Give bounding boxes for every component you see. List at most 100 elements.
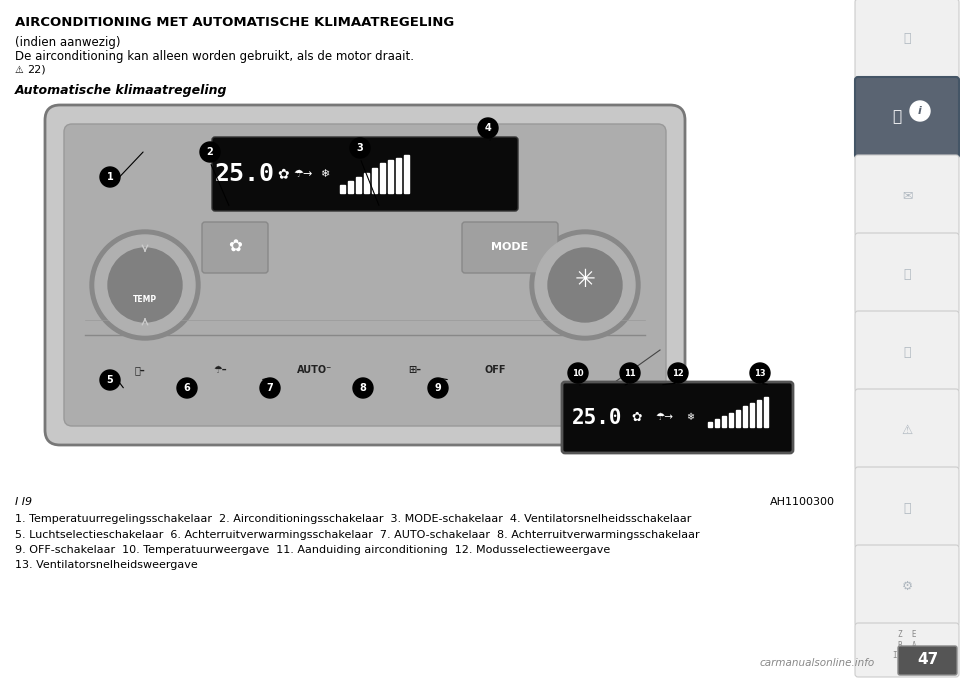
Text: ☂–: ☂– xyxy=(213,365,227,375)
Text: 12: 12 xyxy=(672,369,684,378)
FancyBboxPatch shape xyxy=(855,155,959,236)
Text: MODE: MODE xyxy=(492,242,529,252)
Text: 5. Luchtselectieschakelaar  6. Achterruitverwarmingsschakelaar  7. AUTO-schakela: 5. Luchtselectieschakelaar 6. Achterruit… xyxy=(15,530,700,540)
Text: I I9: I I9 xyxy=(15,497,32,507)
Text: AH1100300: AH1100300 xyxy=(770,497,835,507)
FancyBboxPatch shape xyxy=(64,124,666,426)
Bar xyxy=(757,400,761,427)
Text: 5: 5 xyxy=(107,375,113,385)
FancyBboxPatch shape xyxy=(898,646,957,675)
Text: OFF: OFF xyxy=(484,365,506,375)
Text: ⚠: ⚠ xyxy=(15,65,24,75)
Text: 7: 7 xyxy=(267,383,274,393)
Text: 🔍: 🔍 xyxy=(903,33,911,45)
Circle shape xyxy=(530,230,640,340)
Text: 6: 6 xyxy=(183,383,190,393)
Text: ⚙: ⚙ xyxy=(901,580,913,593)
Circle shape xyxy=(620,363,640,383)
FancyBboxPatch shape xyxy=(855,545,959,626)
Text: 11: 11 xyxy=(624,369,636,378)
Text: ❄: ❄ xyxy=(321,169,329,179)
Bar xyxy=(356,177,361,193)
Text: 👤: 👤 xyxy=(903,268,911,281)
Text: 9. OFF-schakelaar  10. Temperatuurweergave  11. Aanduiding airconditioning  12. : 9. OFF-schakelaar 10. Temperatuurweergav… xyxy=(15,545,611,555)
Bar xyxy=(743,406,747,427)
Circle shape xyxy=(100,167,120,187)
Circle shape xyxy=(95,235,195,335)
Text: ⚠: ⚠ xyxy=(901,424,913,437)
Bar xyxy=(372,168,377,193)
Text: 47: 47 xyxy=(918,652,939,668)
Text: 🔑: 🔑 xyxy=(903,346,911,359)
Circle shape xyxy=(428,378,448,398)
Bar xyxy=(388,160,393,193)
Text: 1: 1 xyxy=(107,172,113,182)
Circle shape xyxy=(90,230,200,340)
Text: (indien aanwezig): (indien aanwezig) xyxy=(15,36,121,49)
Text: Z  E
B  A
ICT  D: Z E B A ICT D xyxy=(893,630,921,660)
Text: 13: 13 xyxy=(755,369,766,378)
Bar xyxy=(722,416,726,427)
Text: ☂→: ☂→ xyxy=(656,412,674,422)
Bar xyxy=(404,155,409,193)
Bar xyxy=(364,173,369,193)
Circle shape xyxy=(535,235,635,335)
Circle shape xyxy=(108,248,182,322)
Text: 4: 4 xyxy=(485,123,492,133)
Text: ✿: ✿ xyxy=(632,411,642,424)
Circle shape xyxy=(350,138,370,158)
Text: 9: 9 xyxy=(435,383,442,393)
Text: 🚗: 🚗 xyxy=(893,110,901,125)
FancyBboxPatch shape xyxy=(855,467,959,548)
Text: TEMP: TEMP xyxy=(132,296,157,304)
Text: i: i xyxy=(918,106,922,116)
FancyBboxPatch shape xyxy=(212,137,518,211)
Text: 25.0: 25.0 xyxy=(572,407,622,428)
Text: Automatische klimaatregeling: Automatische klimaatregeling xyxy=(15,84,228,97)
Text: ✉: ✉ xyxy=(901,189,912,203)
Text: ❄: ❄ xyxy=(686,412,694,422)
FancyBboxPatch shape xyxy=(562,382,793,453)
Circle shape xyxy=(548,248,622,322)
Bar xyxy=(764,397,768,427)
Circle shape xyxy=(260,378,280,398)
FancyBboxPatch shape xyxy=(855,233,959,314)
Bar xyxy=(348,181,353,193)
Bar xyxy=(736,410,740,427)
Circle shape xyxy=(750,363,770,383)
Text: ⊞–: ⊞– xyxy=(409,365,421,375)
Bar xyxy=(380,163,385,193)
Text: 🌀–: 🌀– xyxy=(134,365,145,375)
Circle shape xyxy=(568,363,588,383)
Text: 25.0: 25.0 xyxy=(215,162,275,186)
Text: 10: 10 xyxy=(572,369,584,378)
Text: 3: 3 xyxy=(356,143,364,153)
Circle shape xyxy=(100,370,120,390)
Circle shape xyxy=(478,118,498,138)
Bar xyxy=(729,413,733,427)
Circle shape xyxy=(353,378,373,398)
FancyBboxPatch shape xyxy=(855,311,959,392)
Bar xyxy=(340,185,345,193)
Text: 13. Ventilatorsnelheidsweergave: 13. Ventilatorsnelheidsweergave xyxy=(15,561,198,570)
Text: 2: 2 xyxy=(206,147,213,157)
Text: AIRCONDITIONING MET AUTOMATISCHE KLIMAATREGELING: AIRCONDITIONING MET AUTOMATISCHE KLIMAAT… xyxy=(15,16,454,29)
Text: ✿: ✿ xyxy=(277,167,289,181)
FancyBboxPatch shape xyxy=(855,77,959,158)
Bar xyxy=(708,422,712,427)
Bar xyxy=(396,158,401,193)
FancyBboxPatch shape xyxy=(202,222,268,273)
Text: ✳: ✳ xyxy=(574,268,595,292)
FancyBboxPatch shape xyxy=(855,389,959,470)
Text: 8: 8 xyxy=(360,383,367,393)
Circle shape xyxy=(910,101,930,121)
Text: 🔧: 🔧 xyxy=(903,502,911,515)
Text: 22): 22) xyxy=(27,65,46,75)
Text: AUTO⁻: AUTO⁻ xyxy=(298,365,332,375)
Text: De airconditioning kan alleen worden gebruikt, als de motor draait.: De airconditioning kan alleen worden geb… xyxy=(15,50,414,63)
FancyBboxPatch shape xyxy=(855,0,959,80)
FancyBboxPatch shape xyxy=(855,623,959,677)
FancyBboxPatch shape xyxy=(462,222,558,273)
Text: ✿: ✿ xyxy=(228,238,242,256)
Text: ☂→: ☂→ xyxy=(294,169,313,179)
